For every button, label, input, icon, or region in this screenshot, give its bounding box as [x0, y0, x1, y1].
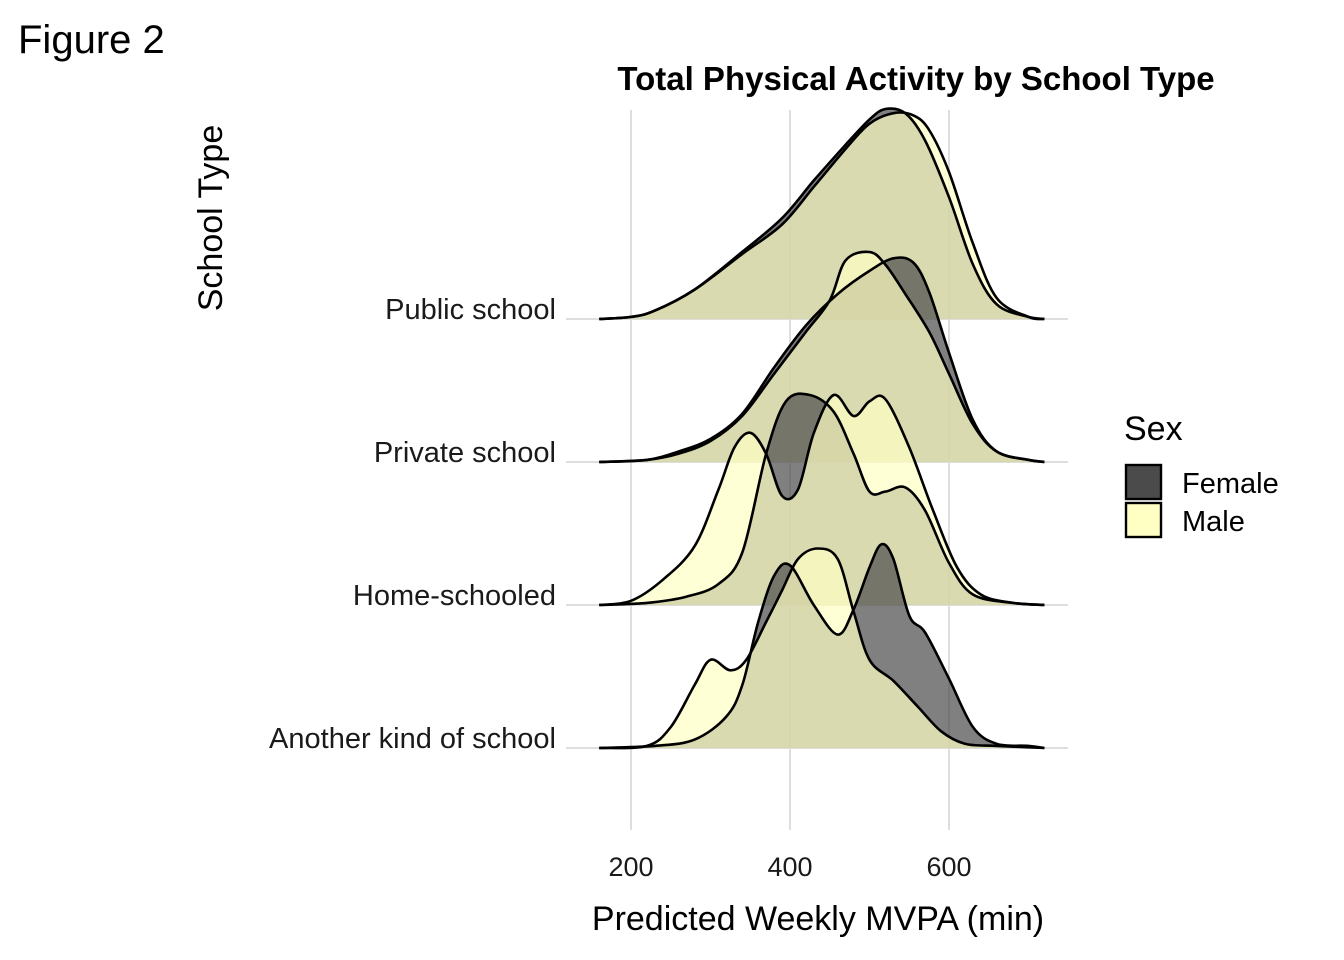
- x-axis-title: Predicted Weekly MVPA (min): [592, 900, 1044, 938]
- x-tick-label-600: 600: [926, 852, 971, 882]
- density-line-male-2: [599, 393, 1045, 607]
- density-fill-male-0: [599, 112, 1045, 320]
- ridge-0: [599, 107, 1045, 321]
- legend-label-female: Female: [1182, 468, 1279, 500]
- ridge-1: [599, 250, 1045, 464]
- legend-title: Sex: [1124, 410, 1183, 448]
- ridges: [599, 107, 1045, 750]
- chart-title: Total Physical Activity by School Type: [617, 60, 1214, 97]
- legend-label-male: Male: [1182, 506, 1245, 538]
- density-line-male-3: [599, 547, 1045, 750]
- x-tick-label-200: 200: [608, 852, 653, 882]
- category-label-2: Home-schooled: [353, 580, 556, 612]
- legend-key-male: [1124, 501, 1163, 539]
- x-tick-labels: 200 400 600: [608, 852, 971, 882]
- ridge-2: [599, 392, 1045, 607]
- category-label-0: Public school: [385, 294, 556, 326]
- ridge-3: [599, 542, 1045, 750]
- density-fill-male-2: [599, 394, 1045, 605]
- category-label-1: Private school: [374, 437, 556, 469]
- density-line-male-0: [599, 111, 1045, 321]
- figure-label: Figure 2: [18, 18, 165, 62]
- legend: Sex Female Male: [1124, 410, 1279, 539]
- density-fill-male-1: [599, 251, 1045, 462]
- category-label-3: Another kind of school: [269, 723, 556, 755]
- density-fill-male-3: [599, 548, 1045, 749]
- legend-key-female: [1124, 463, 1163, 501]
- y-axis-title: School Type: [192, 125, 230, 312]
- x-tick-label-400: 400: [767, 852, 812, 882]
- density-line-female-2: [599, 392, 1045, 607]
- density-line-male-1: [599, 250, 1045, 464]
- category-labels: Public school Private school Home-schooled…: [269, 294, 556, 755]
